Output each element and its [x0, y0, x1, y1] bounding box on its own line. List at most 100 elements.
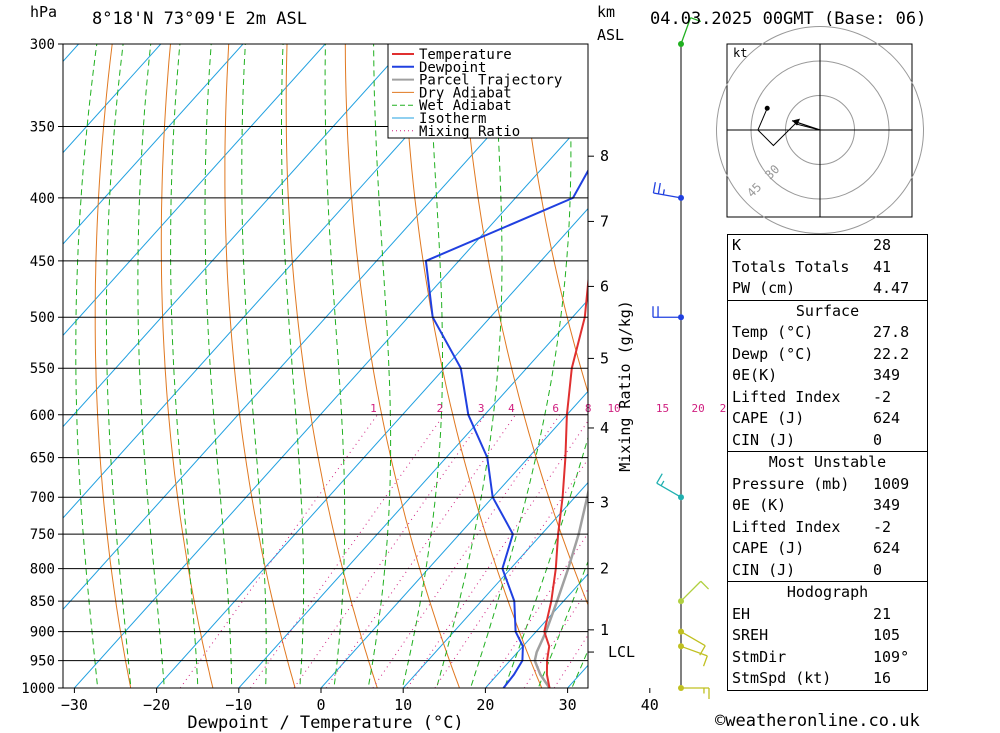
dry-adiabat-line — [285, 44, 378, 688]
plot-area — [0, 26, 1000, 714]
mixing-ratio-line — [372, 414, 561, 688]
stat-value: 0 — [873, 430, 883, 449]
dry-adiabat-line — [980, 26, 1000, 714]
surface-section: Surface Temp (°C) 27.8 Dewp (°C) 22.2 θE(K) 34… — [728, 301, 927, 452]
stat-label: Temp (°C) — [732, 323, 814, 341]
dry-adiabat-line — [403, 44, 543, 688]
km-tick-label: 5 — [600, 349, 609, 367]
stat-value: -2 — [873, 387, 892, 406]
stat-label: θE (K) — [732, 496, 787, 514]
wet-adiabat-line — [241, 44, 267, 688]
km-tick-label: 2 — [600, 560, 609, 578]
stat-label: SREH — [732, 626, 769, 644]
temp-tick-label: −30 — [61, 696, 88, 714]
dry-adiabat-line — [160, 44, 214, 688]
wind-barb-shaft — [653, 192, 682, 199]
stat-row: CIN (J) 0 — [728, 560, 927, 582]
stat-label: CIN (J) — [732, 560, 796, 579]
stat-label: CIN (J) — [732, 430, 796, 449]
pressure-tick-label: 900 — [30, 625, 55, 641]
stat-label: StmSpd (kt) — [732, 669, 832, 687]
km-unit-label: km — [597, 3, 616, 21]
hodograph-ring — [716, 26, 924, 234]
section-title: Most Unstable — [768, 453, 887, 471]
temp-tick-label: 20 — [476, 696, 494, 714]
mixing-ratio-label: 6 — [552, 402, 559, 415]
wet-adiabat-line — [367, 44, 392, 688]
legend-entry: Dry Adiabat — [419, 85, 512, 101]
copyright-label[interactable]: ©weatheronline.co.uk — [715, 711, 920, 731]
stat-row: Totals Totals 41 — [728, 257, 927, 279]
km-tick-label: 4 — [600, 419, 609, 437]
wet-adiabat-line — [281, 44, 305, 688]
stat-value: 105 — [873, 626, 901, 644]
parcel-trajectory-line — [533, 487, 588, 688]
stat-row: Lifted Index -2 — [728, 387, 927, 409]
wind-barb-feather — [660, 480, 665, 487]
stat-row: Temp (°C) 27.8 — [728, 322, 927, 344]
mixing-ratio-label: 20 — [691, 402, 704, 415]
temp-tick-label: 40 — [641, 696, 659, 714]
pressure-tick-label: 800 — [30, 562, 55, 578]
pressure-tick-label: 950 — [30, 654, 55, 670]
isotherm-line — [238, 299, 588, 688]
stat-label: CAPE (J) — [732, 409, 805, 427]
wet-adiabat-line — [401, 44, 443, 688]
temp-tick-label: −10 — [225, 696, 252, 714]
wet-adiabat-line — [435, 44, 503, 688]
mixing-ratio-line — [293, 414, 486, 688]
wet-adiabat-line — [137, 44, 165, 688]
stat-label: PW (cm) — [732, 279, 796, 297]
hodograph-trace — [757, 108, 821, 147]
stat-value: 349 — [873, 496, 901, 514]
mixing-ratio-label: 10 — [607, 402, 620, 415]
wind-barb — [678, 580, 710, 605]
pressure-tick-label: 750 — [30, 527, 55, 543]
wind-barb — [678, 628, 706, 656]
dry-adiabat-line — [923, 26, 1000, 714]
dry-adiabat-line — [94, 44, 132, 688]
stat-label: CAPE (J) — [732, 539, 805, 557]
isotherm-line — [63, 44, 573, 611]
mixing-ratio-label: 1 — [370, 402, 377, 415]
wind-barb — [678, 17, 702, 47]
wet-adiabat-line — [75, 44, 99, 688]
wet-adiabat-line — [469, 44, 572, 688]
stat-row: StmDir 109° — [728, 647, 927, 669]
stat-value: 349 — [873, 366, 901, 384]
mixing-ratio-line — [179, 414, 378, 688]
isotherm-line — [73, 116, 588, 688]
pressure-tick-label: 700 — [30, 490, 55, 506]
stat-value: 28 — [873, 236, 892, 254]
pressure-tick-label: 600 — [30, 408, 55, 424]
isotherm-line — [320, 390, 588, 688]
temp-tick-label: −20 — [143, 696, 170, 714]
mixing-ratio-label: 2 — [437, 402, 444, 415]
wind-barb — [652, 306, 684, 321]
wind-barb — [652, 182, 684, 201]
temp-tick-label: 30 — [559, 696, 577, 714]
isotherm-line — [63, 44, 244, 245]
pressure-tick-label: 850 — [30, 594, 55, 610]
wind-barb-shaft — [656, 482, 682, 498]
isotherm-line — [484, 573, 588, 688]
stat-label: Lifted Index — [732, 387, 841, 406]
stat-value: 16 — [873, 669, 892, 687]
temperature-line — [543, 274, 588, 688]
stat-row: EH 21 — [728, 604, 927, 626]
mixing-ratio-line — [250, 414, 445, 688]
dry-adiabat-line — [224, 44, 296, 688]
mixing-ratio-line — [434, 458, 588, 688]
isotherm-line — [0, 26, 13, 714]
stat-value: 1009 — [873, 474, 910, 493]
temp-tick-label: 0 — [316, 696, 325, 714]
km-tick-label: 1 — [600, 621, 609, 639]
wind-barb-shaft — [680, 580, 702, 602]
dewpoint-line — [424, 168, 588, 688]
stat-label: Pressure (mb) — [732, 474, 850, 493]
isotherm-line — [63, 44, 409, 428]
pressure-tick-label: 450 — [30, 254, 55, 270]
wet-adiabat-line — [105, 44, 132, 688]
